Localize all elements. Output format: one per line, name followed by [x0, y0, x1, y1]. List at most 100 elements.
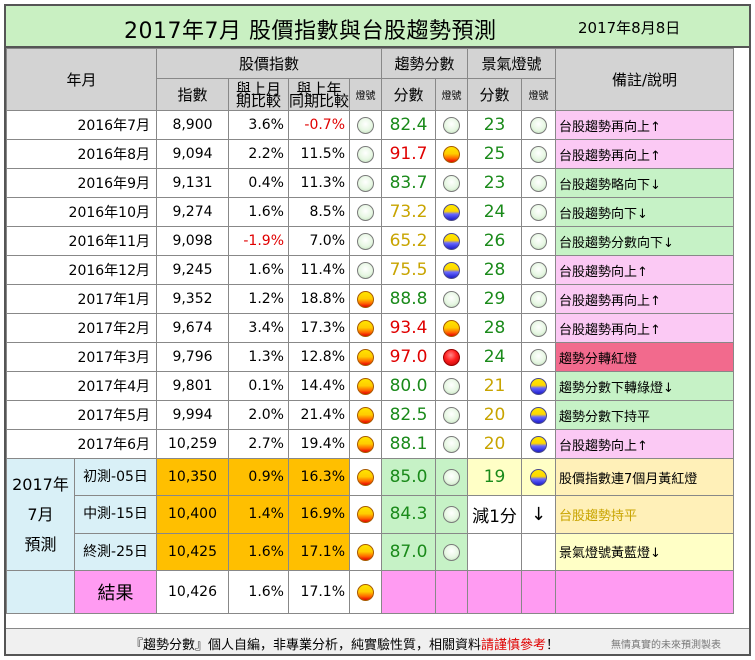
header-stock-index: 股價指數	[155, 48, 383, 79]
prediction-stage-label: 初測-05日	[75, 460, 156, 497]
report-date: 2017年8月8日	[578, 19, 681, 37]
index-cell: 9,274	[156, 197, 229, 227]
cli-score-cell: 28	[467, 313, 523, 343]
prediction-stage-label: 終測-25日	[83, 543, 148, 560]
mom-cell: 1.2%	[228, 284, 289, 314]
index-cell: 10,425	[156, 532, 229, 572]
yoy-cell: 11.4%	[287, 255, 351, 285]
trend-light-cell	[435, 371, 469, 401]
year-month-cell: 2017年3月	[6, 342, 157, 372]
result-empty-cell	[381, 570, 437, 614]
trend-score-cell: 82.5	[381, 400, 437, 430]
prediction-row: 2017年 7月 預測 初測-05日 中測-15日 終測-25日 10,350 0.9% 16.…	[6, 457, 735, 571]
prediction-row: 10,425 1.6% 17.1% 87.0 景氣燈號黃藍燈↓	[7, 532, 735, 572]
yellow-red-light-icon	[357, 407, 375, 424]
note-cell: 股價指數連7個月黃紅燈	[555, 457, 735, 497]
green-light-icon	[530, 320, 548, 337]
trend-score-cell: 65.2	[381, 226, 437, 256]
green-light-icon	[357, 146, 375, 163]
cli-light-cell	[521, 255, 557, 285]
yoy-cell: 17.1%	[287, 532, 351, 572]
year-month-cell: 2016年8月	[6, 139, 157, 169]
index-cell: 9,801	[156, 371, 229, 401]
header-cli-light: 景氣燈號	[467, 48, 557, 79]
yellow-red-light-icon	[357, 584, 375, 601]
yoy-cell: 8.5%	[287, 197, 351, 227]
yellow-red-light-icon	[357, 469, 375, 487]
green-light-icon	[443, 506, 461, 524]
cli-score-cell: 21	[467, 371, 523, 401]
yellow-blue-light-icon	[443, 204, 461, 221]
table-row: 2016年9月 9,131 0.4% 11.3% 83.7 23 台股趨勢略向下↓	[6, 168, 735, 198]
green-light-icon	[530, 349, 548, 366]
cli-light-cell	[521, 110, 557, 140]
green-light-icon	[443, 469, 461, 487]
prediction-stage-label: 中測-15日	[75, 496, 156, 534]
mom-cell: 1.6%	[228, 532, 289, 572]
index-light-cell	[349, 495, 383, 534]
trend-score-cell: 83.7	[381, 168, 437, 198]
table-row: 2017年1月 9,352 1.2% 18.8% 88.8 29 台股趨勢再向上↑	[6, 284, 735, 314]
yellow-red-light-icon	[357, 320, 375, 337]
note-cell: 台股趨勢向上↑	[555, 255, 735, 285]
cli-light-cell	[521, 371, 557, 401]
forecast-table: 年月 股價指數 趨勢分數 景氣燈號 備註/說明 指數 與上月 期比較 與上年 同期比…	[6, 48, 735, 614]
note-cell: 台股趨勢再向上↑	[555, 110, 735, 140]
page-title: 2017年7月 股價指數與台股趨勢預測	[124, 19, 497, 44]
index-cell: 10,350	[156, 457, 229, 497]
trend-light-cell	[435, 139, 469, 169]
footer-end: ！	[546, 638, 560, 653]
header-trend-light: 燈號	[435, 78, 469, 111]
index-light-cell	[349, 400, 383, 430]
table-row: 2016年11月 9,098 -1.9% 7.0% 65.2 26 台股趨勢分數向下↓	[6, 226, 735, 256]
trend-score-cell: 88.1	[381, 429, 437, 459]
trend-score-cell: 97.0	[381, 342, 437, 372]
year-month-cell: 2016年10月	[6, 197, 157, 227]
year-month-cell: 2017年2月	[6, 313, 157, 343]
green-light-icon	[357, 117, 375, 134]
cli-score-cell: 29	[467, 284, 523, 314]
index-cell: 9,352	[156, 284, 229, 314]
index-light-cell	[349, 110, 383, 140]
index-light-cell	[349, 429, 383, 459]
green-light-icon	[443, 175, 461, 192]
index-light-cell	[349, 139, 383, 169]
table-row: 2016年8月 9,094 2.2% 11.5% 91.7 25 台股趨勢再向上↑	[6, 139, 735, 169]
index-light-cell	[349, 457, 383, 497]
index-cell: 9,131	[156, 168, 229, 198]
index-light-cell	[349, 570, 383, 614]
header-cli-value: 分數	[467, 78, 523, 111]
yellow-red-light-icon	[357, 349, 375, 366]
footer-warning: 請謹慎參考	[481, 638, 547, 653]
trend-light-cell	[435, 284, 469, 314]
trend-score-cell: 82.4	[381, 110, 437, 140]
mom-cell: 2.0%	[228, 400, 289, 430]
header-index: 指數	[156, 78, 229, 111]
yoy-cell: 11.3%	[287, 168, 351, 198]
note-cell: 趨勢分數下持平	[555, 400, 735, 430]
trend-light-cell	[435, 226, 469, 256]
red-light-icon	[443, 349, 461, 366]
cli-score-cell: 23	[467, 168, 523, 198]
yellow-red-light-icon	[357, 291, 375, 308]
header-trend-score: 趨勢分數	[381, 48, 469, 79]
result-empty-cell	[435, 570, 469, 614]
prediction-period-label: 2017年 7月 預測	[8, 459, 75, 570]
mom-cell: -1.9%	[228, 226, 289, 256]
result-empty-cell	[467, 570, 523, 614]
green-light-icon	[530, 233, 548, 250]
cli-light-cell	[521, 342, 557, 372]
index-light-cell	[349, 197, 383, 227]
green-light-icon	[357, 175, 375, 192]
yellow-blue-light-icon	[443, 262, 461, 279]
trend-light-cell	[435, 110, 469, 140]
index-cell: 10,426	[156, 570, 229, 614]
cli-score-cell: 23	[467, 110, 523, 140]
yellow-red-light-icon	[357, 436, 375, 453]
trend-score-cell: 87.0	[381, 532, 437, 572]
yoy-cell: -0.7%	[287, 110, 351, 140]
yoy-cell: 16.3%	[287, 457, 351, 497]
result-row: 結果 10,426 1.6% 17.1%	[6, 570, 735, 614]
table-row: 2017年4月 9,801 0.1% 14.4% 80.0 21 趨勢分數下轉綠燈↓	[6, 371, 735, 401]
note-cell: 台股趨勢略向下↓	[555, 168, 735, 198]
